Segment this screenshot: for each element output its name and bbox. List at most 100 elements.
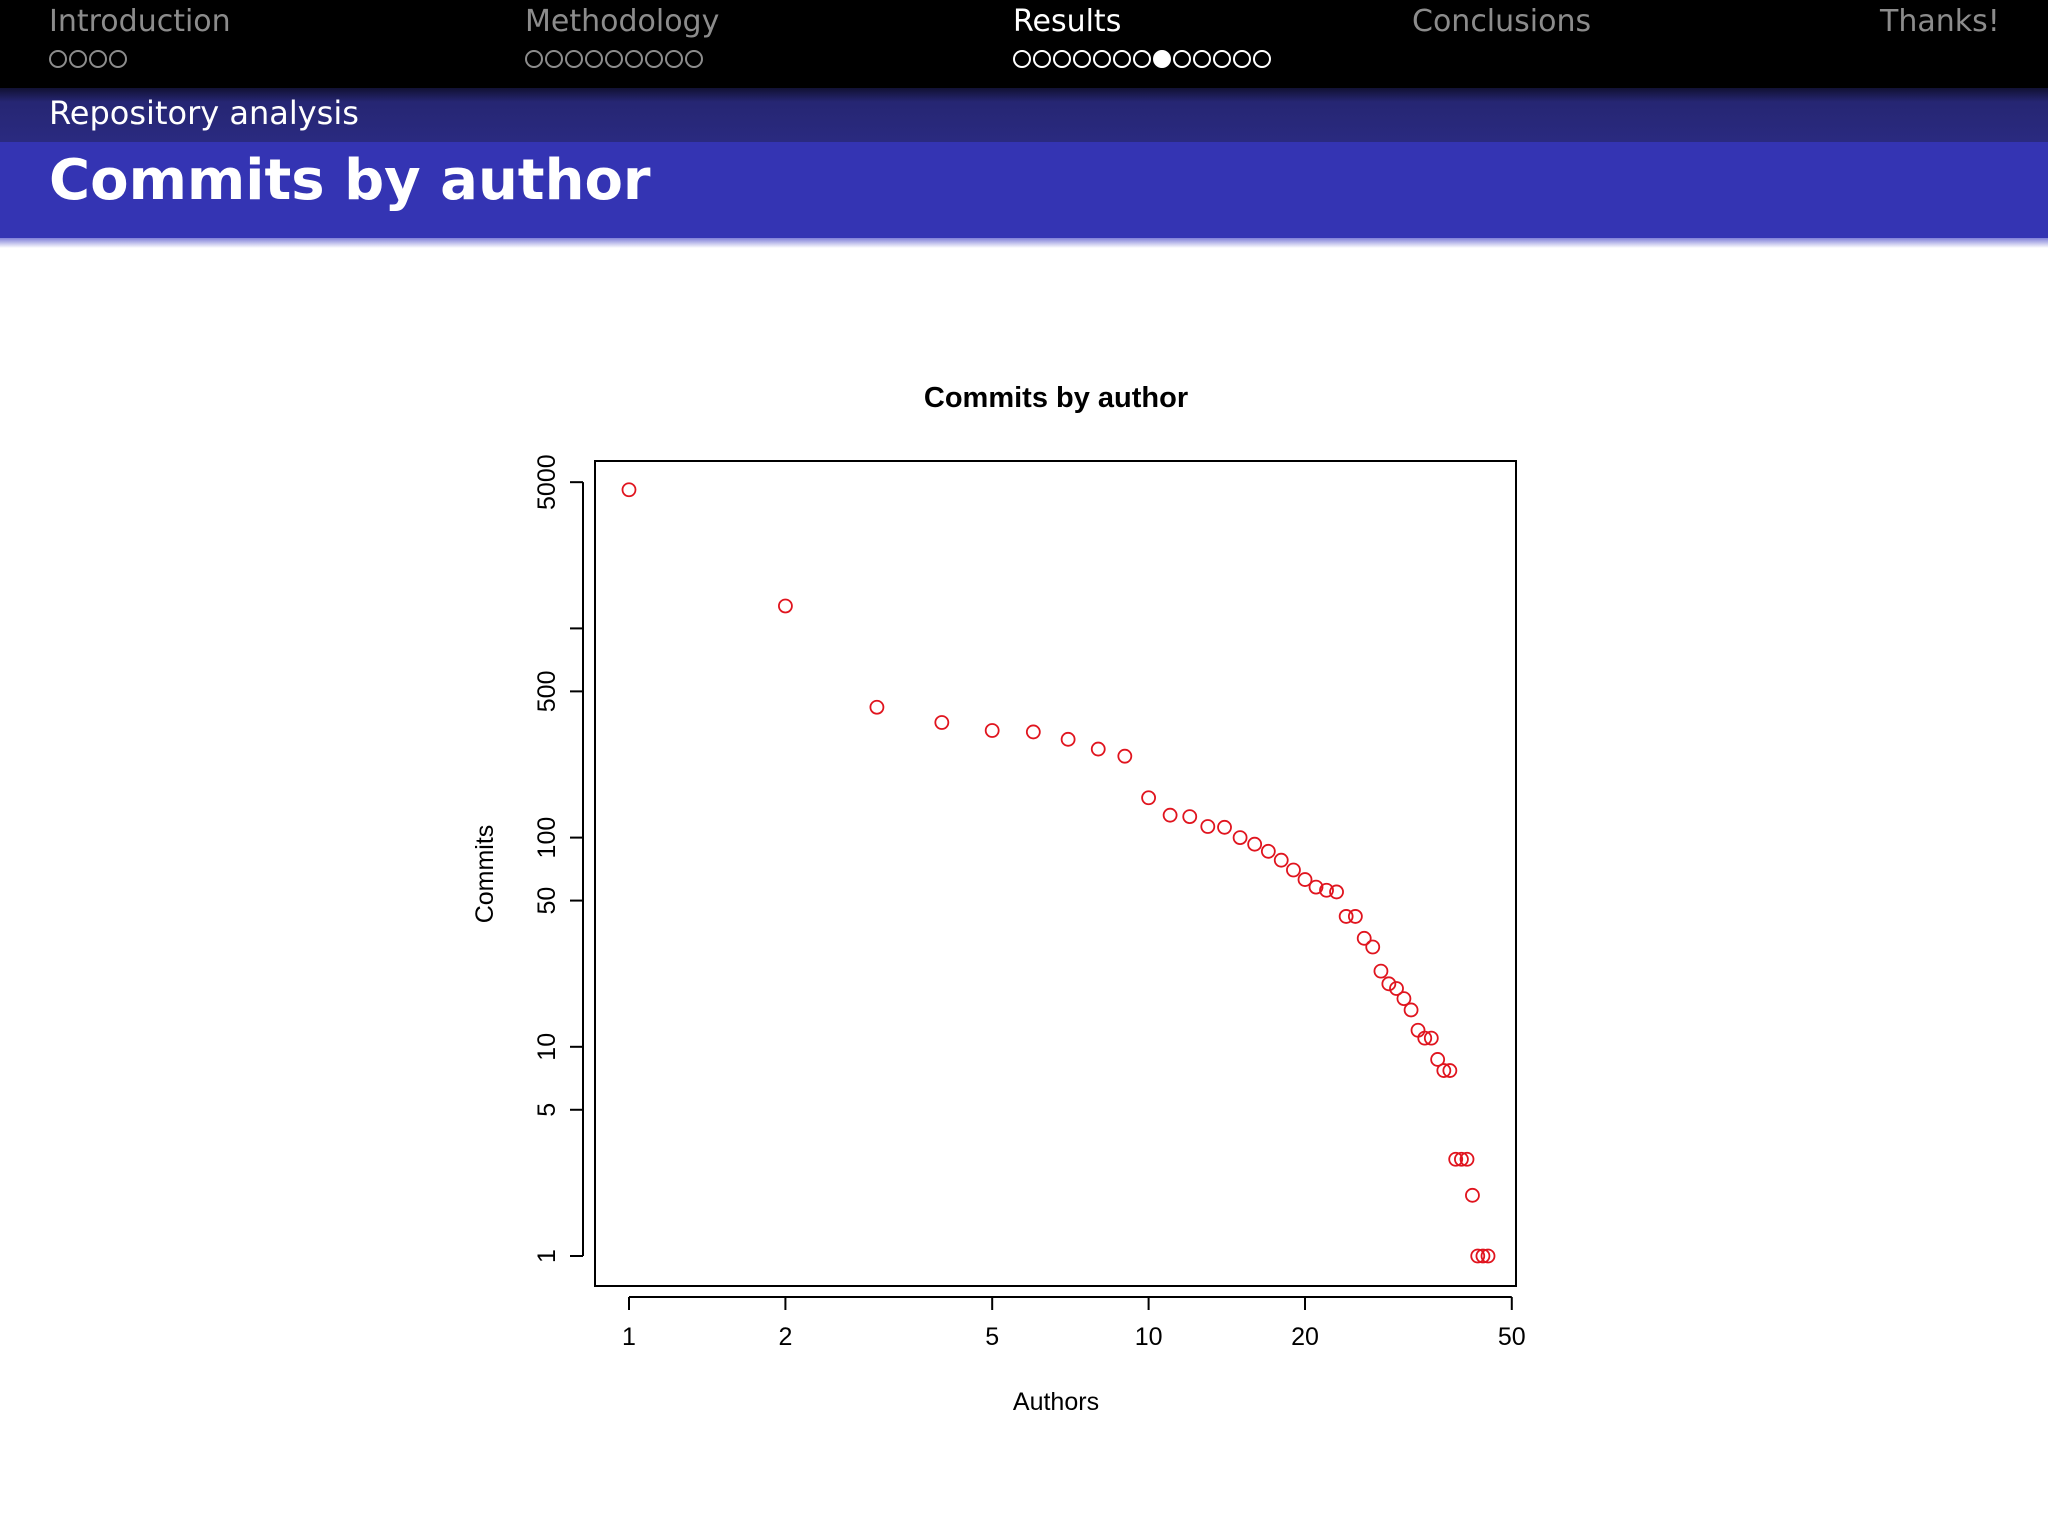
subsection-bar: Repository analysis	[0, 88, 2048, 142]
data-point	[1162, 807, 1178, 823]
data-point	[1423, 1030, 1439, 1046]
data-point	[1286, 862, 1301, 878]
data-point	[1060, 731, 1076, 747]
frame-dot[interactable]	[1053, 50, 1071, 68]
frame-dot[interactable]	[109, 50, 127, 68]
frame-dot[interactable]	[625, 50, 643, 68]
data-point	[1475, 1248, 1491, 1264]
frame-dot[interactable]	[69, 50, 87, 68]
y-tick-label: 5000	[533, 454, 561, 510]
x-tick-label: 1	[622, 1323, 636, 1351]
y-tick-label: 50	[533, 887, 561, 915]
frame-dot[interactable]	[1033, 50, 1051, 68]
data-point	[984, 723, 1000, 738]
x-tick-label: 10	[1135, 1323, 1163, 1351]
frame-dot[interactable]	[585, 50, 603, 68]
frame-dot[interactable]	[1253, 50, 1271, 68]
data-point	[1297, 872, 1313, 887]
nav-section-title[interactable]: Thanks!	[1880, 4, 2000, 39]
data-point	[1403, 1002, 1419, 1018]
y-tick-label: 1	[533, 1249, 561, 1263]
data-point	[1389, 981, 1404, 996]
frame-dot[interactable]	[1073, 50, 1091, 68]
frame-dot[interactable]	[1133, 50, 1151, 68]
current-frame-dot[interactable]	[1153, 50, 1171, 68]
data-point	[1217, 819, 1232, 835]
y-tick-label: 500	[533, 671, 561, 713]
data-point	[1338, 909, 1354, 924]
data-point	[1470, 1248, 1486, 1264]
data-point	[1141, 790, 1156, 806]
frame-dot[interactable]	[685, 50, 703, 68]
x-tick-label: 20	[1291, 1323, 1319, 1351]
data-point	[1273, 852, 1289, 868]
data-point	[1025, 724, 1041, 740]
data-point	[1381, 976, 1397, 992]
data-point	[1396, 991, 1412, 1006]
frame-dots	[1013, 50, 1271, 68]
data-point	[1448, 1151, 1464, 1167]
y-axis-label: Commits	[471, 825, 499, 924]
frame-title: Commits by author	[49, 148, 651, 213]
data-point	[1260, 843, 1276, 859]
frame-dot[interactable]	[1193, 50, 1211, 68]
data-point	[1308, 879, 1324, 895]
nav-section-title[interactable]: Conclusions	[1412, 4, 1592, 39]
frame-dots	[525, 50, 703, 68]
x-axis-label: Authors	[1013, 1388, 1099, 1416]
y-tick-label: 5	[533, 1103, 561, 1117]
data-point	[1090, 741, 1106, 757]
data-point	[1365, 939, 1381, 955]
data-point	[1430, 1052, 1446, 1067]
nav-section-title[interactable]: Results	[1013, 4, 1122, 39]
subsection-title: Repository analysis	[49, 94, 359, 132]
data-point	[1117, 748, 1133, 764]
x-tick-label: 50	[1498, 1323, 1526, 1351]
data-point	[1410, 1022, 1426, 1038]
data-point	[1232, 830, 1248, 845]
data-point	[1182, 809, 1198, 825]
data-point	[621, 482, 637, 498]
nav-section-title[interactable]: Introduction	[49, 4, 231, 39]
frame-dot[interactable]	[1173, 50, 1191, 68]
data-point	[1459, 1151, 1475, 1167]
data-points	[621, 482, 1496, 1264]
frame-title-bar: Commits by author	[0, 142, 2048, 238]
title-bar-shadow	[0, 238, 2048, 248]
data-point	[1200, 819, 1216, 834]
data-point	[869, 699, 885, 715]
axes: 1 2 5 10 20 50 1 5 10 50 100 500 5000	[533, 454, 1526, 1351]
frame-dot[interactable]	[1113, 50, 1131, 68]
frame-dot[interactable]	[645, 50, 663, 68]
frame-dot[interactable]	[89, 50, 107, 68]
frame-dot[interactable]	[665, 50, 683, 68]
frame-dot[interactable]	[1093, 50, 1111, 68]
frame-dot[interactable]	[1213, 50, 1231, 68]
frame-dot[interactable]	[49, 50, 67, 68]
frame-dot[interactable]	[565, 50, 583, 68]
data-point	[1356, 930, 1372, 946]
data-point	[1319, 882, 1334, 898]
y-tick-label: 10	[533, 1033, 561, 1061]
frame-dot[interactable]	[525, 50, 543, 68]
frame-dot[interactable]	[1233, 50, 1251, 68]
data-point	[1247, 836, 1263, 852]
navigation-bar: Introduction Methodology Results Conclusion…	[0, 0, 2048, 88]
data-point	[1347, 909, 1363, 924]
plot-frame	[594, 460, 1517, 1287]
frame-dot[interactable]	[605, 50, 623, 68]
data-point	[1417, 1030, 1433, 1046]
nav-section-title[interactable]: Methodology	[525, 4, 720, 39]
y-tick-label: 100	[533, 817, 561, 859]
frame-dot[interactable]	[1013, 50, 1031, 68]
x-tick-label: 5	[985, 1323, 999, 1351]
x-tick-label: 2	[778, 1323, 792, 1351]
data-point	[1454, 1151, 1469, 1167]
frame-dots	[49, 50, 127, 68]
frame-dot[interactable]	[545, 50, 563, 68]
data-point	[1329, 884, 1344, 900]
data-point	[1442, 1063, 1458, 1078]
chart-title: Commits by author	[924, 382, 1188, 414]
data-point	[1465, 1187, 1480, 1203]
